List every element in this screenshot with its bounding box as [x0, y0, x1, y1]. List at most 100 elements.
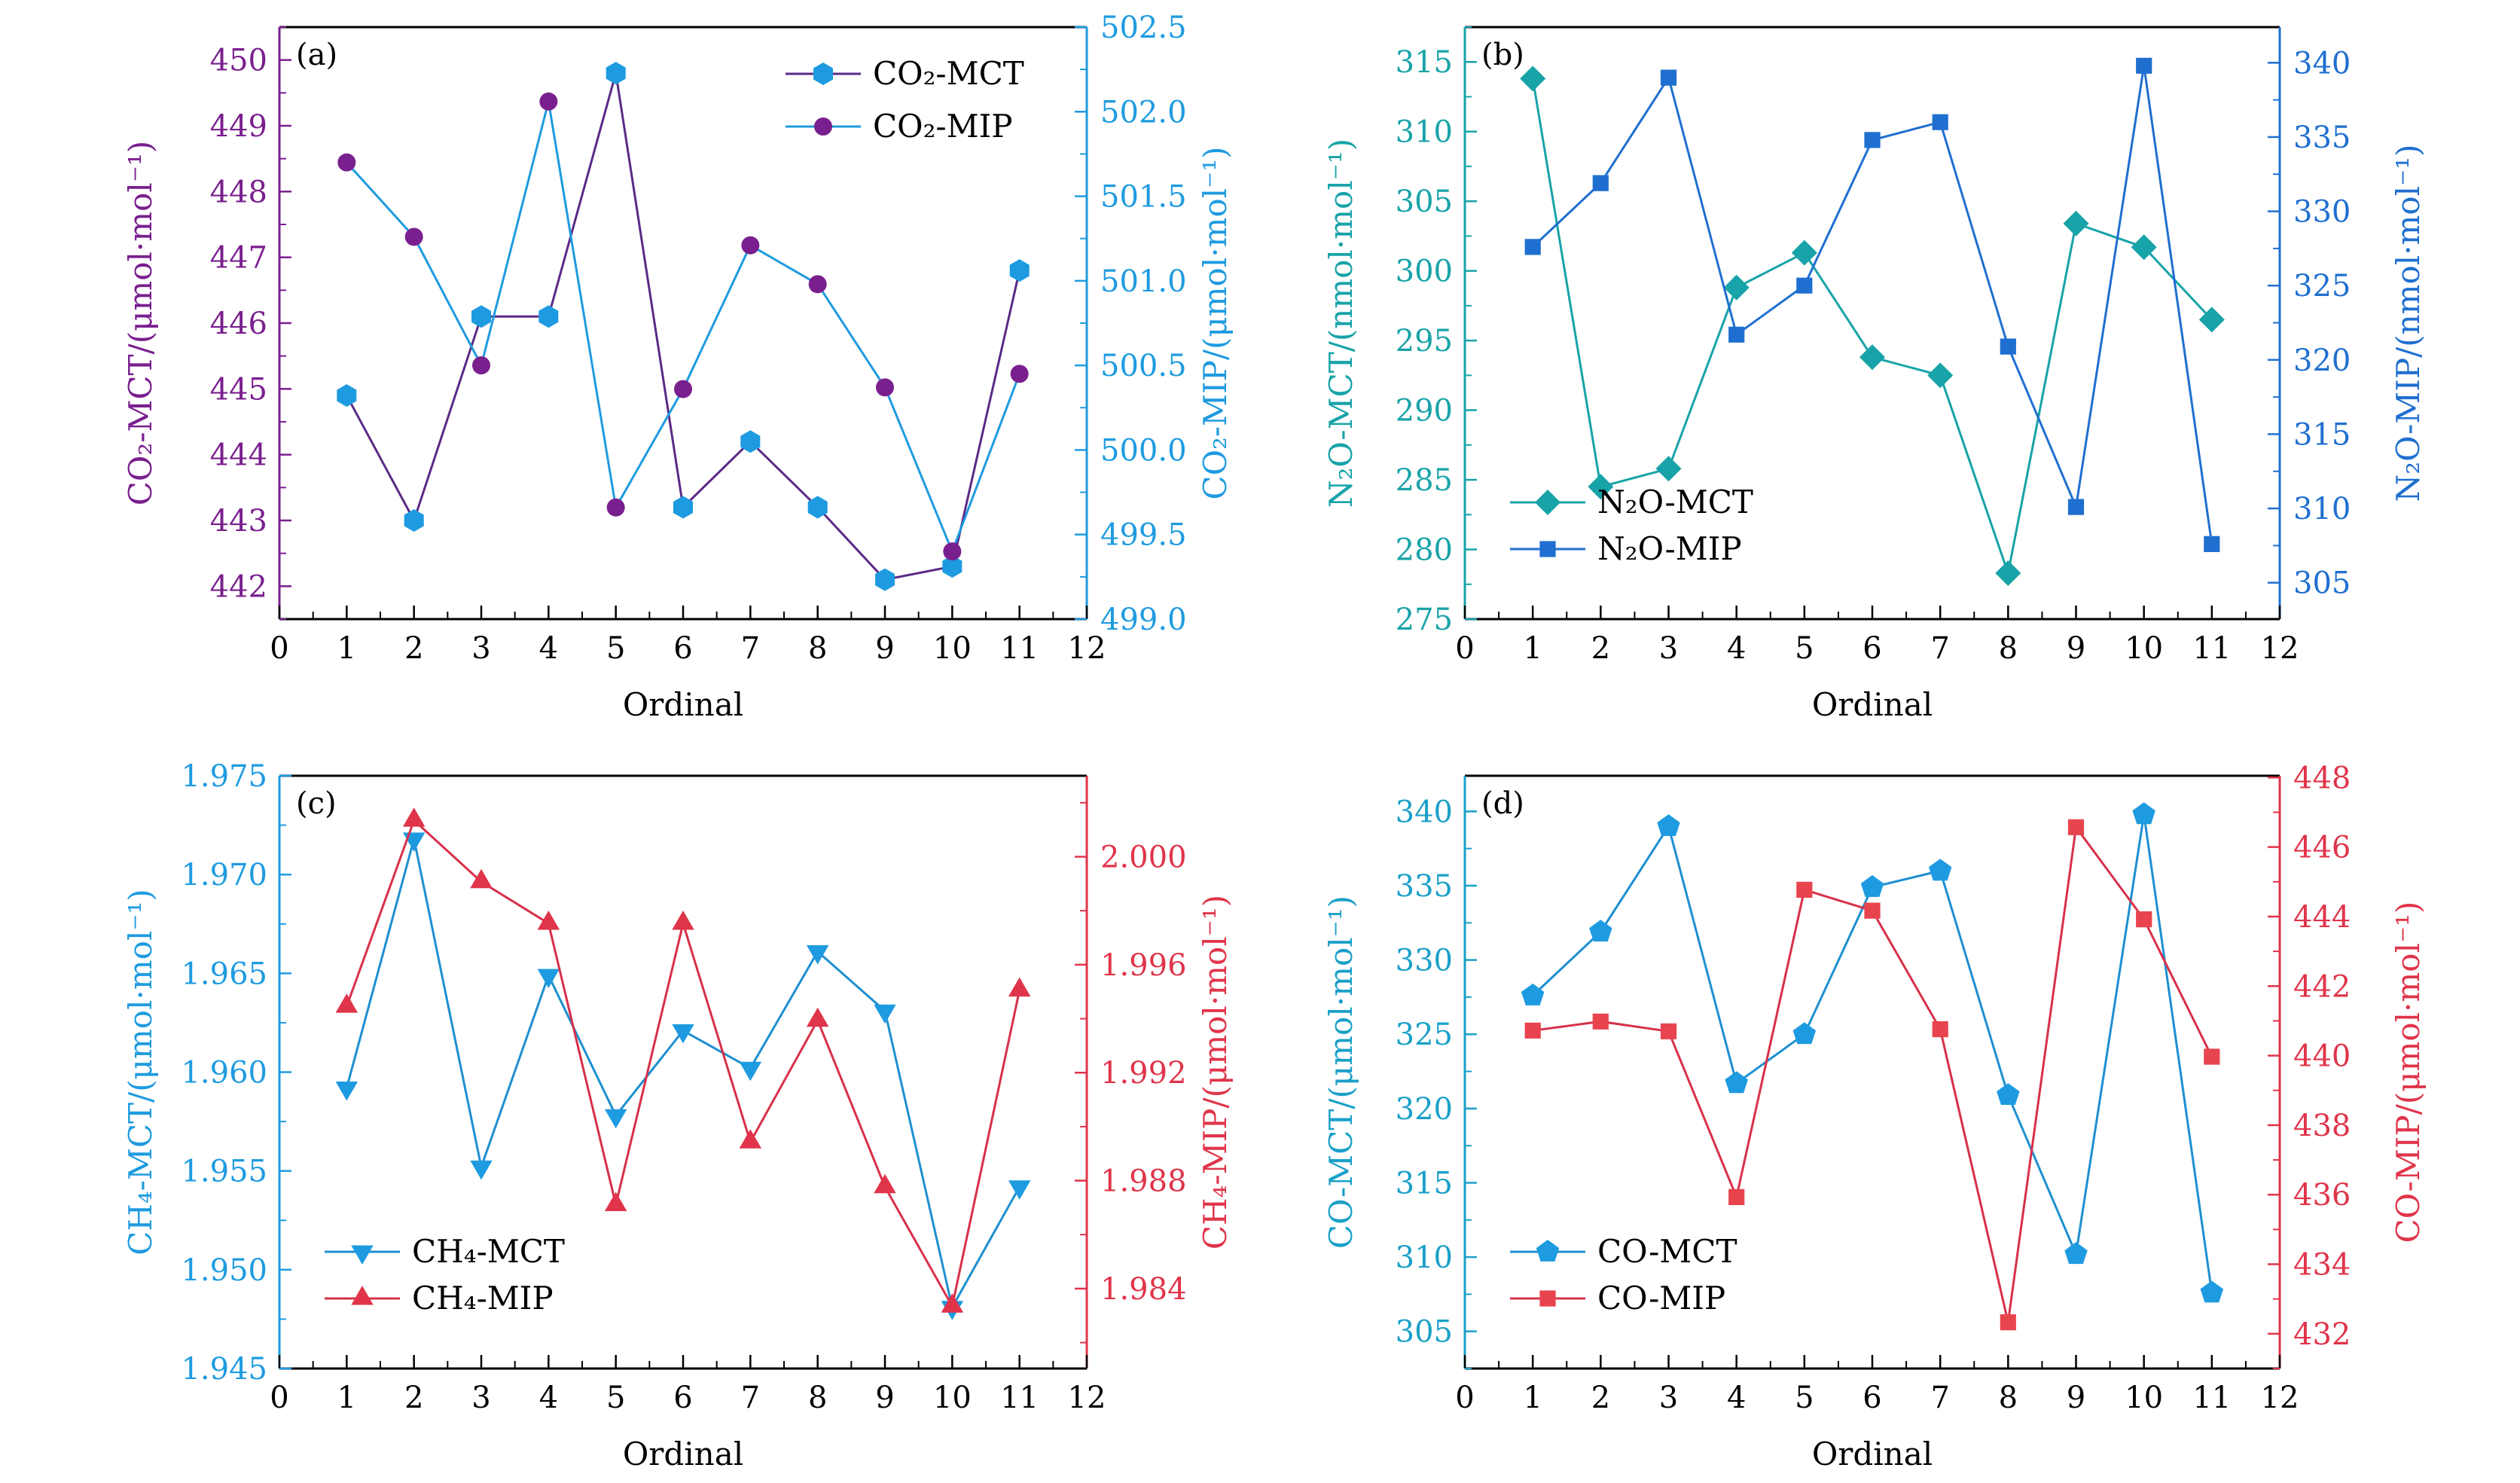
data-point-diamond [1520, 66, 1546, 92]
series-co-mip [337, 92, 1029, 561]
legend-marker-hexagon [813, 63, 833, 85]
data-point-triangle-up [335, 993, 358, 1013]
data-point-diamond [1588, 474, 1614, 500]
series-co-mip [1524, 819, 2220, 1331]
data-point-square [1796, 277, 1813, 294]
series-line [346, 101, 1021, 555]
left-y-tick-label: 325 [1396, 1018, 1453, 1052]
series-n-o-mip [1524, 57, 2220, 552]
legend-marker-triangle-up [351, 1286, 374, 1305]
data-point-square [2067, 819, 2085, 835]
left-y-axis-title: CH₄-MCT/(μmol·mol⁻¹) [122, 889, 159, 1256]
data-point-triangle-down [470, 1160, 493, 1180]
series-co-mct [337, 62, 1030, 591]
x-tick-label: 2 [1591, 1381, 1610, 1415]
left-y-tick-label: 1.955 [181, 1155, 267, 1189]
x-tick-label: 1 [337, 1381, 356, 1415]
right-y-tick-label: 446 [2293, 831, 2351, 865]
x-tick-label: 3 [1659, 631, 1678, 666]
data-point-circle [606, 498, 625, 517]
x-tick-label: 0 [1455, 1381, 1474, 1415]
x-tick-label: 4 [539, 1381, 558, 1415]
left-y-tick-label: 1.945 [181, 1352, 267, 1387]
left-y-tick-label: 444 [210, 438, 267, 473]
x-tick-label: 8 [1999, 1381, 2018, 1415]
data-point-hexagon [337, 384, 357, 407]
data-point-triangle-up [739, 1129, 762, 1149]
left-y-tick-label: 448 [210, 175, 267, 209]
data-point-triangle-up [470, 868, 493, 889]
panel-label: (b) [1481, 38, 1524, 72]
right-y-tick-label: 305 [2293, 566, 2351, 601]
left-y-tick-label: 445 [210, 372, 267, 407]
data-point-triangle-down [739, 1061, 762, 1082]
data-point-triangle-down [604, 1109, 627, 1129]
left-y-tick-label: 442 [210, 569, 267, 604]
panel-d: 0 1 2 3 4 5 6 7 8 9 10 11 12Ordinal30531031532032533… [1323, 761, 2427, 1472]
right-y-tick-label: 502.5 [1100, 11, 1187, 45]
left-y-tick-label: 443 [210, 504, 267, 539]
data-point-hexagon [404, 509, 424, 532]
data-point-hexagon [1009, 259, 1030, 282]
data-point-diamond [1791, 240, 1817, 266]
data-point-square [1660, 1023, 1677, 1039]
left-y-tick-label: 447 [210, 241, 267, 276]
data-point-triangle-up [537, 911, 560, 930]
left-y-tick-label: 275 [1396, 603, 1453, 637]
x-tick-label: 2 [404, 1381, 423, 1415]
data-point-triangle-down [672, 1024, 694, 1044]
data-point-diamond [1723, 274, 1750, 301]
left-y-axis-title: CO-MCT/(μmol·mol⁻¹) [1323, 896, 1359, 1249]
panel-label: (d) [1481, 786, 1524, 821]
right-y-axis-title: CH₄-MIP/(μmol·mol⁻¹) [1197, 895, 1234, 1250]
data-point-circle [674, 380, 692, 398]
data-point-square [1592, 175, 1609, 191]
x-tick-label: 7 [741, 1381, 760, 1415]
right-y-tick-label: 499.5 [1100, 518, 1187, 553]
left-y-tick-label: 450 [210, 44, 267, 78]
data-point-square [1932, 114, 1948, 130]
series-n-o-mct [1520, 66, 2225, 586]
x-tick-label: 0 [270, 1381, 288, 1415]
x-tick-label: 8 [1999, 631, 2018, 666]
legend-entry: N₂O-MIP [1510, 530, 1742, 567]
x-tick-label: 0 [270, 631, 288, 666]
right-y-tick-label: 1.996 [1100, 948, 1187, 983]
left-y-tick-label: 340 [1396, 795, 1453, 829]
right-y-tick-label: 432 [2293, 1317, 2351, 1352]
data-point-circle [1010, 365, 1029, 383]
x-tick-label: 12 [2261, 631, 2299, 666]
left-y-tick-label: 449 [210, 109, 267, 144]
data-point-circle [808, 275, 827, 294]
x-tick-label: 3 [471, 631, 490, 666]
right-y-tick-label: 434 [2293, 1248, 2351, 1283]
legend-marker-square [1539, 1290, 1556, 1307]
x-tick-label: 7 [1930, 631, 1949, 666]
x-tick-label: 6 [673, 1381, 692, 1415]
data-point-square [1728, 326, 1745, 343]
data-point-triangle-up [672, 911, 694, 930]
x-tick-label: 12 [2261, 1381, 2299, 1415]
x-tick-label: 6 [1863, 1381, 1881, 1415]
legend-marker-circle [814, 117, 832, 136]
left-y-axis-title: N₂O-MCT/(nmol·mol⁻¹) [1323, 139, 1359, 508]
data-point-hexagon [538, 305, 559, 328]
x-tick-label: 10 [2125, 631, 2163, 666]
data-point-square [1592, 1013, 1609, 1030]
left-y-tick-label: 280 [1396, 533, 1453, 568]
left-y-tick-label: 315 [1396, 45, 1453, 80]
legend-label: CO₂-MIP [873, 108, 1012, 145]
data-point-square [1864, 132, 1881, 148]
legend-label: CO-MCT [1597, 1233, 1737, 1270]
data-point-pentagon [1657, 814, 1680, 836]
right-y-tick-label: 502.0 [1100, 95, 1187, 130]
x-tick-label: 8 [808, 1381, 827, 1415]
data-point-square [1864, 902, 1881, 919]
left-y-tick-label: 330 [1396, 944, 1453, 978]
x-tick-label: 3 [471, 1381, 490, 1415]
x-axis-title: Ordinal [623, 686, 743, 723]
x-tick-label: 10 [933, 1381, 972, 1415]
right-y-tick-label: 438 [2293, 1109, 2351, 1143]
data-point-circle [741, 236, 760, 255]
